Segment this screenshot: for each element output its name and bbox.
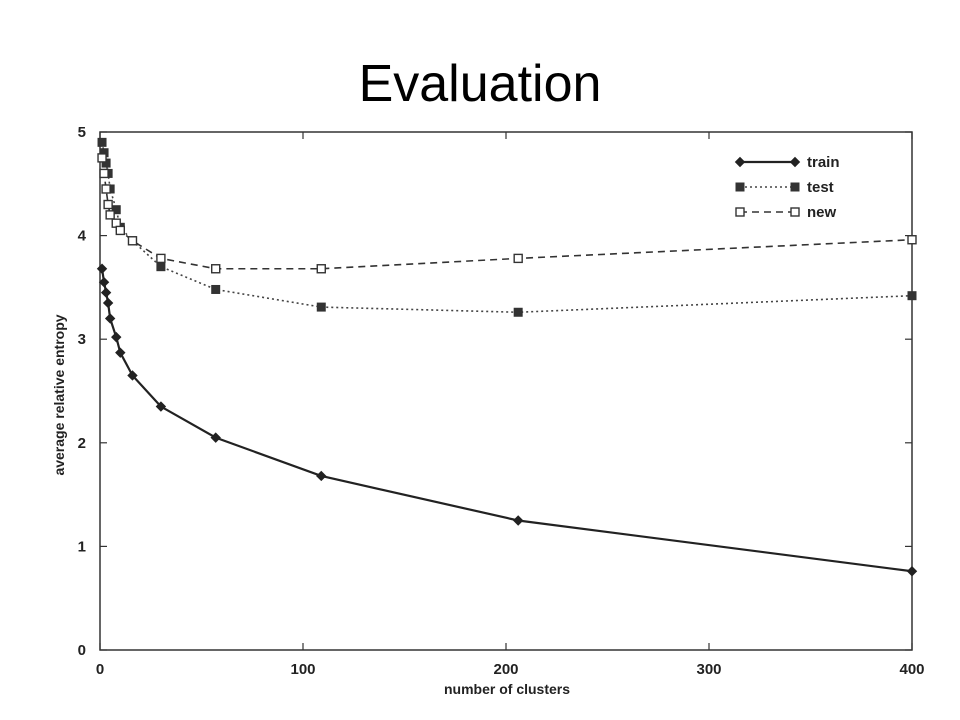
legend-label: train bbox=[807, 154, 840, 171]
data-point-test bbox=[211, 284, 221, 294]
data-point-train bbox=[104, 313, 116, 324]
y-axis-label: average relative entropy bbox=[51, 314, 67, 475]
slide-title: Evaluation bbox=[358, 55, 602, 113]
legend-item-train: train bbox=[734, 154, 840, 171]
x-axis-label: number of clusters bbox=[444, 681, 570, 697]
legend: train test new bbox=[734, 154, 840, 221]
data-point-test bbox=[513, 307, 523, 317]
legend-label: test bbox=[807, 179, 834, 196]
series-line-test bbox=[101, 142, 913, 314]
data-point-new bbox=[97, 153, 107, 163]
data-point-train bbox=[127, 370, 138, 381]
data-point-test bbox=[907, 291, 917, 301]
data-point-train bbox=[100, 287, 112, 298]
data-point-test bbox=[111, 205, 121, 215]
data-point-test bbox=[156, 262, 166, 272]
data-point-train bbox=[512, 515, 524, 526]
data-point-new bbox=[103, 199, 113, 210]
y-tick-label: 5 bbox=[78, 124, 86, 141]
data-point-train bbox=[155, 401, 167, 412]
plot-frame bbox=[99, 131, 913, 651]
legend-marker bbox=[735, 182, 745, 192]
data-point-new bbox=[513, 253, 523, 264]
series-line-train bbox=[100, 268, 913, 573]
y-tick-label: 4 bbox=[78, 228, 87, 245]
y-tick-label: 0 bbox=[78, 642, 86, 659]
data-point-train bbox=[210, 432, 221, 443]
data-point-new bbox=[105, 210, 115, 220]
y-tick-label: 2 bbox=[78, 435, 86, 452]
x-tick-label: 400 bbox=[899, 661, 924, 678]
data-point-train bbox=[98, 277, 110, 288]
legend-marker bbox=[734, 156, 746, 168]
series-layer bbox=[96, 137, 918, 577]
data-point-new bbox=[115, 225, 126, 236]
data-point-train bbox=[96, 263, 108, 274]
data-point-new bbox=[99, 168, 109, 179]
x-tick-label: 200 bbox=[493, 661, 518, 678]
legend-marker bbox=[790, 182, 800, 192]
data-point-new bbox=[156, 253, 166, 264]
data-point-new bbox=[127, 236, 138, 246]
series-new bbox=[97, 153, 917, 274]
data-point-new bbox=[101, 184, 111, 194]
legend-item-new: new bbox=[735, 204, 837, 221]
data-point-test bbox=[97, 137, 107, 147]
data-point-new bbox=[211, 264, 221, 274]
data-point-train bbox=[115, 347, 126, 358]
x-tick-label: 100 bbox=[290, 661, 315, 678]
data-point-train bbox=[316, 470, 327, 482]
y-tick-label: 1 bbox=[78, 538, 86, 555]
series-train bbox=[96, 263, 918, 577]
data-point-train bbox=[906, 566, 918, 577]
data-point-new bbox=[316, 264, 326, 274]
data-point-train bbox=[111, 331, 122, 343]
data-point-new bbox=[907, 235, 917, 245]
legend-marker bbox=[790, 207, 800, 217]
legend-marker bbox=[789, 156, 801, 168]
legend-item-test: test bbox=[735, 179, 834, 196]
x-tick-label: 300 bbox=[696, 661, 721, 678]
axes: 0 100 200 300 400 0 1 2 3 4 5 bbox=[78, 124, 925, 678]
y-tick-label: 3 bbox=[78, 331, 86, 348]
legend-marker bbox=[735, 207, 745, 217]
data-point-train bbox=[102, 297, 114, 309]
line-chart: 0 100 200 300 400 0 1 2 3 4 5 train test new number … bbox=[51, 124, 925, 697]
x-tick-label: 0 bbox=[96, 661, 104, 678]
data-point-test bbox=[316, 302, 326, 312]
legend-label: new bbox=[807, 204, 837, 221]
